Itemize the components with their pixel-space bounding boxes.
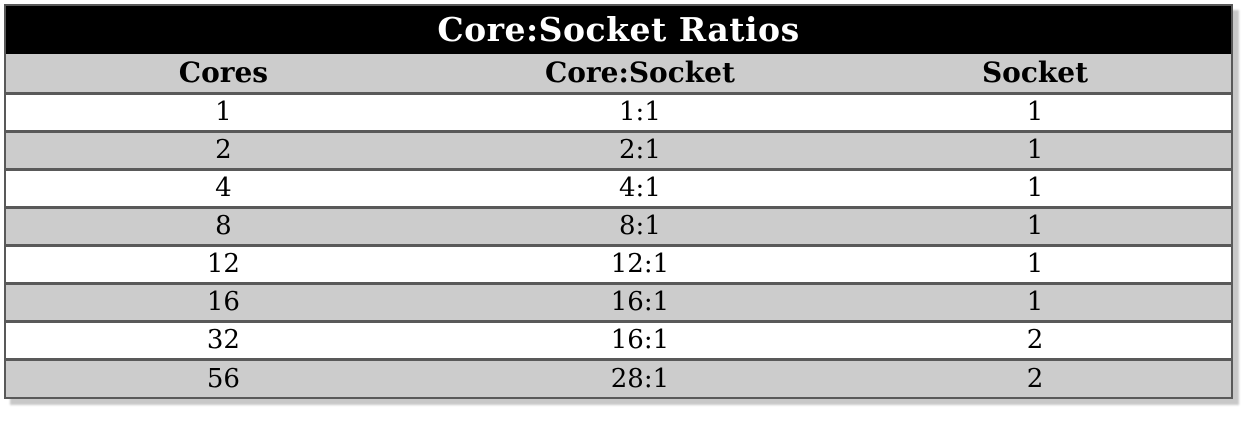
table-title-bar: Core:Socket Ratios bbox=[6, 6, 1231, 54]
cell-core-socket: 1:1 bbox=[440, 93, 839, 133]
table-row: 8 8:1 1 bbox=[6, 207, 1231, 247]
table-row: 12 12:1 1 bbox=[6, 245, 1231, 285]
cell-socket: 1 bbox=[839, 245, 1231, 285]
cell-cores: 56 bbox=[6, 359, 441, 397]
cell-core-socket: 16:1 bbox=[440, 321, 839, 361]
cell-cores: 32 bbox=[6, 321, 441, 361]
cell-core-socket: 16:1 bbox=[440, 283, 839, 323]
table-row: 32 16:1 2 bbox=[6, 321, 1231, 361]
table-row: 2 2:1 1 bbox=[6, 131, 1231, 171]
cell-core-socket: 28:1 bbox=[440, 359, 839, 397]
cell-socket: 1 bbox=[839, 131, 1231, 171]
cell-socket: 1 bbox=[839, 93, 1231, 133]
header-row: Cores Core:Socket Socket bbox=[6, 54, 1231, 95]
cell-socket: 2 bbox=[839, 359, 1231, 397]
cell-core-socket: 4:1 bbox=[440, 169, 839, 209]
cell-socket: 1 bbox=[839, 207, 1231, 247]
cell-socket: 1 bbox=[839, 283, 1231, 323]
table-row: 16 16:1 1 bbox=[6, 283, 1231, 323]
table-row: 56 28:1 2 bbox=[6, 359, 1231, 397]
cell-cores: 8 bbox=[6, 207, 441, 247]
cell-core-socket: 8:1 bbox=[440, 207, 839, 247]
cell-cores: 4 bbox=[6, 169, 441, 209]
table-title: Core:Socket Ratios bbox=[437, 10, 800, 49]
cell-cores: 16 bbox=[6, 283, 441, 323]
table-row: 1 1:1 1 bbox=[6, 93, 1231, 133]
core-socket-ratios-table-card: Core:Socket Ratios Cores Core:Socket Soc… bbox=[4, 4, 1233, 399]
column-header-cores: Cores bbox=[6, 54, 441, 95]
table-row: 4 4:1 1 bbox=[6, 169, 1231, 209]
cell-cores: 1 bbox=[6, 93, 441, 133]
cell-socket: 2 bbox=[839, 321, 1231, 361]
column-header-core-socket: Core:Socket bbox=[440, 54, 839, 95]
cell-socket: 1 bbox=[839, 169, 1231, 209]
column-header-socket: Socket bbox=[839, 54, 1231, 95]
cell-cores: 12 bbox=[6, 245, 441, 285]
cell-core-socket: 12:1 bbox=[440, 245, 839, 285]
cell-core-socket: 2:1 bbox=[440, 131, 839, 171]
core-socket-ratios-table: Cores Core:Socket Socket 1 1:1 1 2 2:1 1… bbox=[6, 54, 1231, 397]
cell-cores: 2 bbox=[6, 131, 441, 171]
